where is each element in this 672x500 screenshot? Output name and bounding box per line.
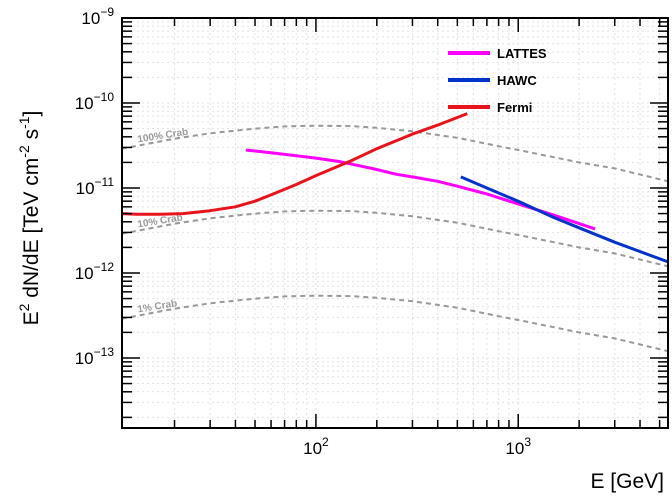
legend-label-hawc: HAWC (497, 73, 537, 88)
data-series (122, 112, 668, 264)
legend: LATTES HAWC Fermi (448, 46, 547, 115)
series-line-fermi (122, 112, 468, 216)
axis-ticks (122, 18, 668, 428)
crab-reference-line (121, 209, 669, 268)
series-line-lattes (245, 148, 596, 231)
y-tick-label: 10−12 (75, 260, 115, 283)
series-line-hawc (460, 175, 668, 264)
crab-reference-label: 1% Crab (137, 298, 178, 315)
crab-reference-line (121, 124, 669, 183)
grid (122, 18, 668, 428)
tick-labels: 102 103 10−9 10−10 10−11 10−12 10−13 (75, 5, 532, 458)
x-tick-label: 103 (505, 435, 531, 458)
plot-frame (121, 17, 669, 429)
x-tick-label: 102 (303, 435, 329, 458)
legend-label-lattes: LATTES (497, 46, 547, 61)
crab-reference-line (121, 294, 669, 353)
y-tick-label: 10−11 (76, 175, 115, 198)
y-tick-label: 10−9 (81, 5, 114, 28)
y-axis-title: E2 dN/dE [TeV cm-2 s-1] (16, 111, 43, 326)
y-tick-label: 10−10 (75, 90, 115, 113)
crab-reference-label: 100% Crab (137, 127, 189, 146)
x-axis-title: E [GeV] (590, 470, 664, 493)
y-tick-label: 10−13 (75, 345, 115, 368)
legend-label-fermi: Fermi (497, 100, 532, 115)
